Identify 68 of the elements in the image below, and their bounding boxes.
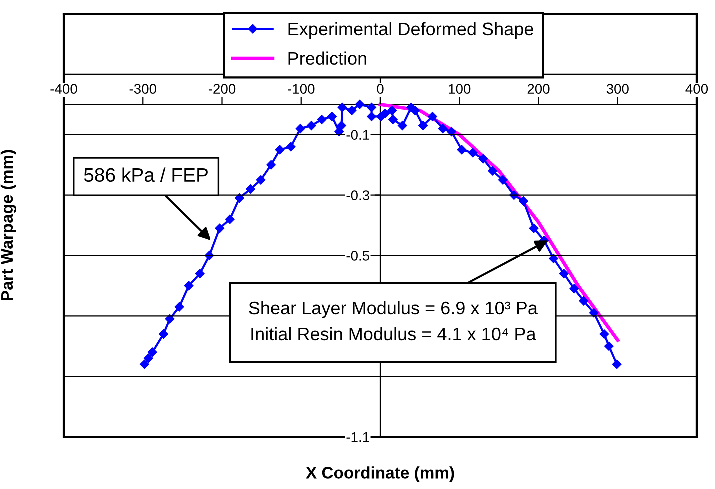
point — [388, 106, 397, 116]
point — [367, 103, 376, 112]
point — [447, 127, 456, 136]
point — [570, 284, 579, 294]
point — [256, 176, 266, 185]
point — [457, 145, 467, 155]
point — [604, 342, 614, 351]
point — [195, 269, 205, 278]
point — [337, 121, 346, 130]
point — [559, 269, 569, 278]
point — [338, 103, 348, 112]
point — [468, 148, 478, 158]
x-tick-label: -200 — [208, 84, 236, 94]
point — [428, 112, 438, 122]
point — [144, 354, 154, 364]
annotation: 586 kPa / FEP — [84, 168, 208, 182]
point — [398, 121, 408, 130]
point — [328, 112, 337, 122]
point — [296, 124, 306, 134]
point — [165, 314, 175, 324]
x-tick-label: 300 — [606, 84, 629, 94]
point — [478, 154, 488, 164]
y-tick-label: -0.1 — [346, 130, 370, 140]
x-tick-label: 0 — [377, 84, 384, 94]
point — [410, 106, 420, 116]
point — [266, 160, 276, 170]
y-tick-label: -0.3 — [346, 190, 370, 200]
point — [519, 196, 528, 206]
point — [317, 115, 327, 124]
point — [579, 296, 588, 306]
point — [347, 106, 357, 116]
point — [184, 281, 194, 291]
point — [498, 176, 508, 185]
point — [286, 142, 296, 152]
point — [355, 100, 365, 110]
point — [590, 308, 599, 318]
point — [388, 115, 398, 124]
point — [275, 145, 285, 155]
x-tick-label: -400 — [50, 84, 78, 94]
point — [235, 194, 244, 203]
x-tick-label: -300 — [130, 84, 156, 94]
y-tick-label: -1.1 — [346, 432, 370, 442]
point — [246, 184, 256, 194]
y-axis-title: Part Warpage (mm) — [0, 150, 17, 300]
x-tick-label: 200 — [528, 84, 550, 94]
x-axis-title: X Coordinate (mm) — [306, 466, 454, 482]
point — [148, 348, 158, 358]
point — [529, 224, 539, 234]
point — [367, 112, 376, 122]
x-tick-label: -100 — [288, 84, 315, 94]
x-tick-label: 400 — [686, 84, 708, 94]
point — [307, 121, 316, 130]
point — [215, 224, 224, 234]
point — [612, 360, 622, 370]
point — [418, 121, 428, 130]
point — [226, 214, 235, 224]
point — [159, 330, 168, 339]
point — [600, 330, 610, 339]
point — [488, 166, 498, 176]
annotation: Shear Layer Modulus = 6.9 x 10³ Pa Initial Resin Modulus = 4.1 x 10⁴ Pa — [249, 301, 538, 341]
y-tick-label: -0.5 — [346, 251, 370, 261]
x-tick-label: 100 — [449, 84, 471, 94]
point — [140, 360, 150, 370]
point — [438, 124, 448, 134]
point — [380, 109, 390, 118]
point — [174, 302, 184, 312]
legend-label: Prediction — [288, 52, 366, 66]
legend-label: Experimental Deformed Shape — [288, 22, 534, 40]
